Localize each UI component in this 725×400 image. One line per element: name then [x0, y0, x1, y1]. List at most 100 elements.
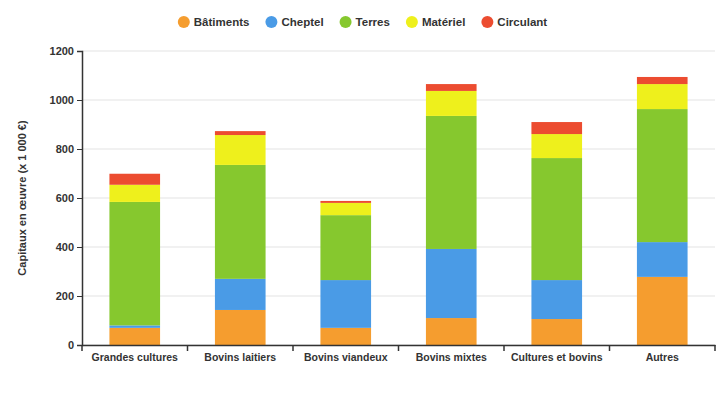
category-separator	[714, 345, 716, 351]
chart: 0 200 400 600 800 1000 1200 Grandes cultures Bov…	[0, 0, 725, 400]
y-tick-label: 1000	[50, 94, 74, 106]
y-tick-mark	[77, 198, 82, 199]
bar-segment	[215, 135, 266, 165]
y-tick-label: 600	[56, 192, 74, 204]
legend-label: Cheptel	[281, 16, 323, 28]
legend-label: Terres	[356, 16, 390, 28]
plot: 0 200 400 600 800 1000 1200 Grandes cultures Bov…	[50, 45, 716, 363]
legend-label: Bâtiments	[194, 16, 250, 28]
category-separators	[82, 345, 715, 351]
x-tick: Bovins laitiers	[204, 345, 276, 363]
legend-label: Circulant	[497, 16, 547, 28]
y-tick-label: 1200	[50, 45, 74, 57]
y-axis-line	[77, 52, 83, 346]
grid-line	[82, 100, 715, 101]
legend-item: Matériel	[406, 16, 465, 28]
bar-segment	[637, 84, 688, 109]
bar-segment	[637, 242, 688, 277]
x-tick: Cultures et bovins	[511, 345, 603, 363]
category-separator	[292, 345, 294, 351]
bar-segment	[215, 310, 266, 345]
bar-segment	[320, 280, 371, 328]
bar-segment	[637, 277, 688, 345]
x-tick-label: Grandes cultures	[92, 351, 179, 363]
y-tick-label: 0	[68, 339, 74, 351]
legend-swatch	[265, 16, 277, 28]
y-tick-mark	[77, 51, 82, 52]
bar-segment	[426, 84, 477, 91]
legend-item: Terres	[340, 16, 390, 28]
x-tick-label: Bovins laitiers	[204, 351, 276, 363]
y-tick: 1000	[50, 94, 82, 106]
x-tick-label: Bovins mixtes	[416, 351, 487, 363]
x-tick: Grandes cultures	[92, 345, 179, 363]
x-tick-label: Bovins viandeux	[304, 351, 388, 363]
grid-line	[82, 149, 715, 150]
series	[109, 277, 687, 345]
bar-segment	[215, 165, 266, 279]
category-separator	[187, 345, 189, 351]
bar-segment	[215, 131, 266, 135]
x-tick: Autres	[646, 345, 679, 363]
bar-segment	[109, 328, 160, 345]
legend-item: Bâtiments	[178, 16, 250, 28]
bar-segment	[531, 280, 582, 319]
legend-item: Circulant	[481, 16, 547, 28]
bar-segment	[426, 249, 477, 318]
bar-segment	[426, 91, 477, 116]
bar-segment	[531, 122, 582, 134]
y-tick-label: 400	[56, 241, 74, 253]
bar-segment	[109, 174, 160, 185]
bar-segment	[215, 279, 266, 310]
x-axis: Grandes cultures Bovins laitiers Bovins vi…	[83, 345, 716, 363]
bar-segment	[531, 319, 582, 345]
y-axis-title: Capitaux en œuvre (x 1 000 €)	[16, 120, 28, 276]
legend-swatch	[340, 16, 352, 28]
y-tick-mark	[77, 100, 82, 101]
legend: Bâtiments Cheptel Terres Matériel Circulant	[178, 16, 548, 28]
bar-segment	[531, 158, 582, 280]
bar-segment	[320, 215, 371, 280]
bar-segment	[109, 325, 160, 327]
bar-segment	[637, 109, 688, 242]
y-tick: 600	[56, 192, 82, 204]
category-separator	[81, 345, 83, 351]
y-tick: 400	[56, 241, 82, 253]
x-tick-label: Cultures et bovins	[511, 351, 603, 363]
bars	[109, 77, 687, 345]
x-tick: Bovins mixtes	[416, 345, 487, 363]
series	[109, 242, 687, 328]
grid-line	[82, 247, 715, 248]
bar-segment	[426, 318, 477, 345]
x-tick: Bovins viandeux	[304, 345, 388, 363]
y-tick-mark	[77, 149, 82, 150]
y-tick-mark	[77, 247, 82, 248]
y-axis: 0 200 400 600 800 1000 1200	[50, 45, 83, 351]
category-separator	[609, 345, 611, 351]
series	[109, 109, 687, 325]
legend-swatch	[178, 16, 190, 28]
grid-line	[82, 296, 715, 297]
y-tick: 0	[68, 339, 82, 351]
bar-segment	[320, 201, 371, 203]
bar-segment	[320, 203, 371, 215]
category-separator	[503, 345, 505, 351]
bar-segment	[531, 134, 582, 158]
grid-line	[82, 198, 715, 199]
series	[109, 77, 687, 203]
category-separator	[398, 345, 400, 351]
y-tick-mark	[77, 296, 82, 297]
bar-segment	[426, 116, 477, 249]
y-tick: 200	[56, 290, 82, 302]
legend-swatch	[406, 16, 418, 28]
legend-swatch	[481, 16, 493, 28]
bar-segment	[320, 328, 371, 345]
bar-segment	[109, 185, 160, 202]
y-tick-label: 800	[56, 143, 74, 155]
bar-segment	[109, 202, 160, 325]
grid	[82, 51, 715, 345]
legend-label: Matériel	[422, 16, 465, 28]
y-tick: 1200	[50, 45, 82, 57]
y-tick-label: 200	[56, 290, 74, 302]
legend-item: Cheptel	[265, 16, 323, 28]
